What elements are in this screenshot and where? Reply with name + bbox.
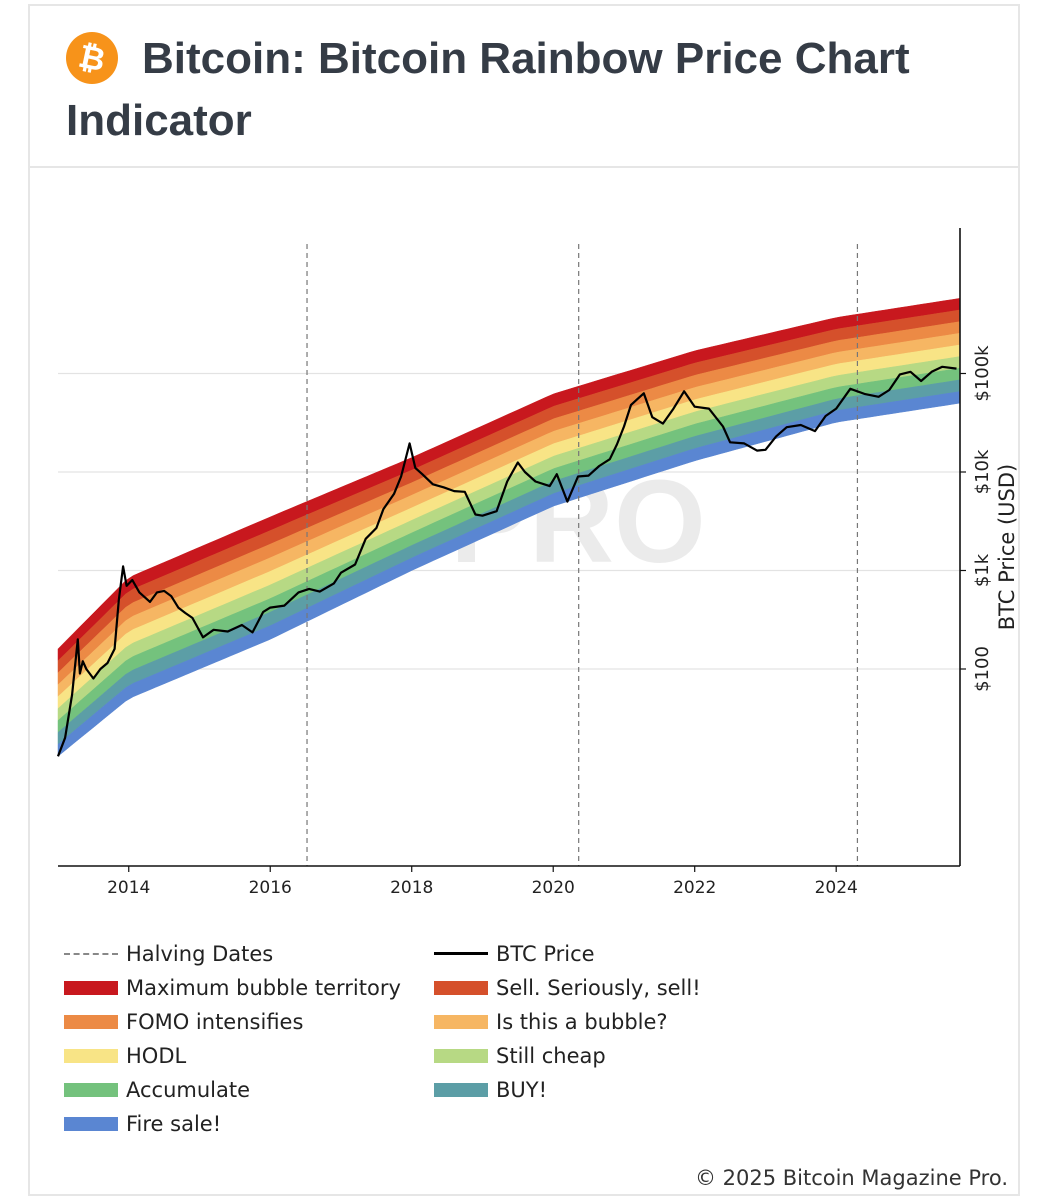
halving-lines <box>306 244 859 866</box>
legend-label: BTC Price <box>496 942 595 966</box>
legend-swatch <box>64 1015 118 1029</box>
rainbow-chart: PRO 2014 2016 2018 2020 2022 2024$100$1k$10k$… <box>56 228 1019 898</box>
legend-label: Fire sale! <box>126 1112 222 1136</box>
legend-swatch <box>64 953 118 955</box>
legend-swatch <box>64 1117 118 1131</box>
bitcoin-logo-icon: ₿ <box>66 32 118 84</box>
y-tick-label-2: $10k <box>972 449 993 494</box>
legend-swatch <box>434 1049 488 1063</box>
copyright-text: © 2025 Bitcoin Magazine Pro. <box>694 1166 1008 1190</box>
x-tick-label-2020: 2020 <box>532 878 575 898</box>
axes: 2014 2016 2018 2020 2022 2024 $100 $1k $10k $100k… <box>58 228 1019 898</box>
legend-label: Is this a bubble? <box>496 1010 668 1034</box>
legend-swatch <box>64 1049 118 1063</box>
legend-label: HODL <box>126 1044 187 1068</box>
legend-label: BUY! <box>496 1078 548 1102</box>
legend-label: Sell. Seriously, sell! <box>496 976 701 1000</box>
btc-price-series <box>56 365 957 757</box>
legend-label: FOMO intensifies <box>126 1010 304 1034</box>
x-tick-label-2016: 2016 <box>249 878 292 898</box>
legend-label: Accumulate <box>126 1078 251 1102</box>
legend-swatch <box>434 981 488 995</box>
y-tick-label-0: $100 <box>972 646 993 692</box>
legend-label: Still cheap <box>496 1044 606 1068</box>
x-tick-label-2024: 2024 <box>815 878 858 898</box>
legend-swatch <box>434 1083 488 1097</box>
x-tick-label-2022: 2022 <box>673 878 716 898</box>
chart-header: ₿ Bitcoin: Bitcoin Rainbow Price Chart I… <box>30 6 1018 168</box>
legend-swatch <box>64 1083 118 1097</box>
legend-swatch <box>434 1015 488 1029</box>
series-line-0 <box>56 365 957 757</box>
x-tick-label-2014: 2014 <box>107 878 150 898</box>
y-tick-label-3: $100k <box>972 345 993 402</box>
legend-swatch <box>434 952 488 955</box>
legend-label: Halving Dates <box>126 942 274 966</box>
y-axis-title: BTC Price (USD) <box>995 464 1019 631</box>
legend-swatch <box>64 981 118 995</box>
y-tick-label-1: $1k <box>972 553 993 587</box>
legend-label: Maximum bubble territory <box>126 976 401 1000</box>
x-tick-label-2018: 2018 <box>390 878 433 898</box>
page-title: Bitcoin: Bitcoin Rainbow Price Chart Ind… <box>66 34 910 145</box>
